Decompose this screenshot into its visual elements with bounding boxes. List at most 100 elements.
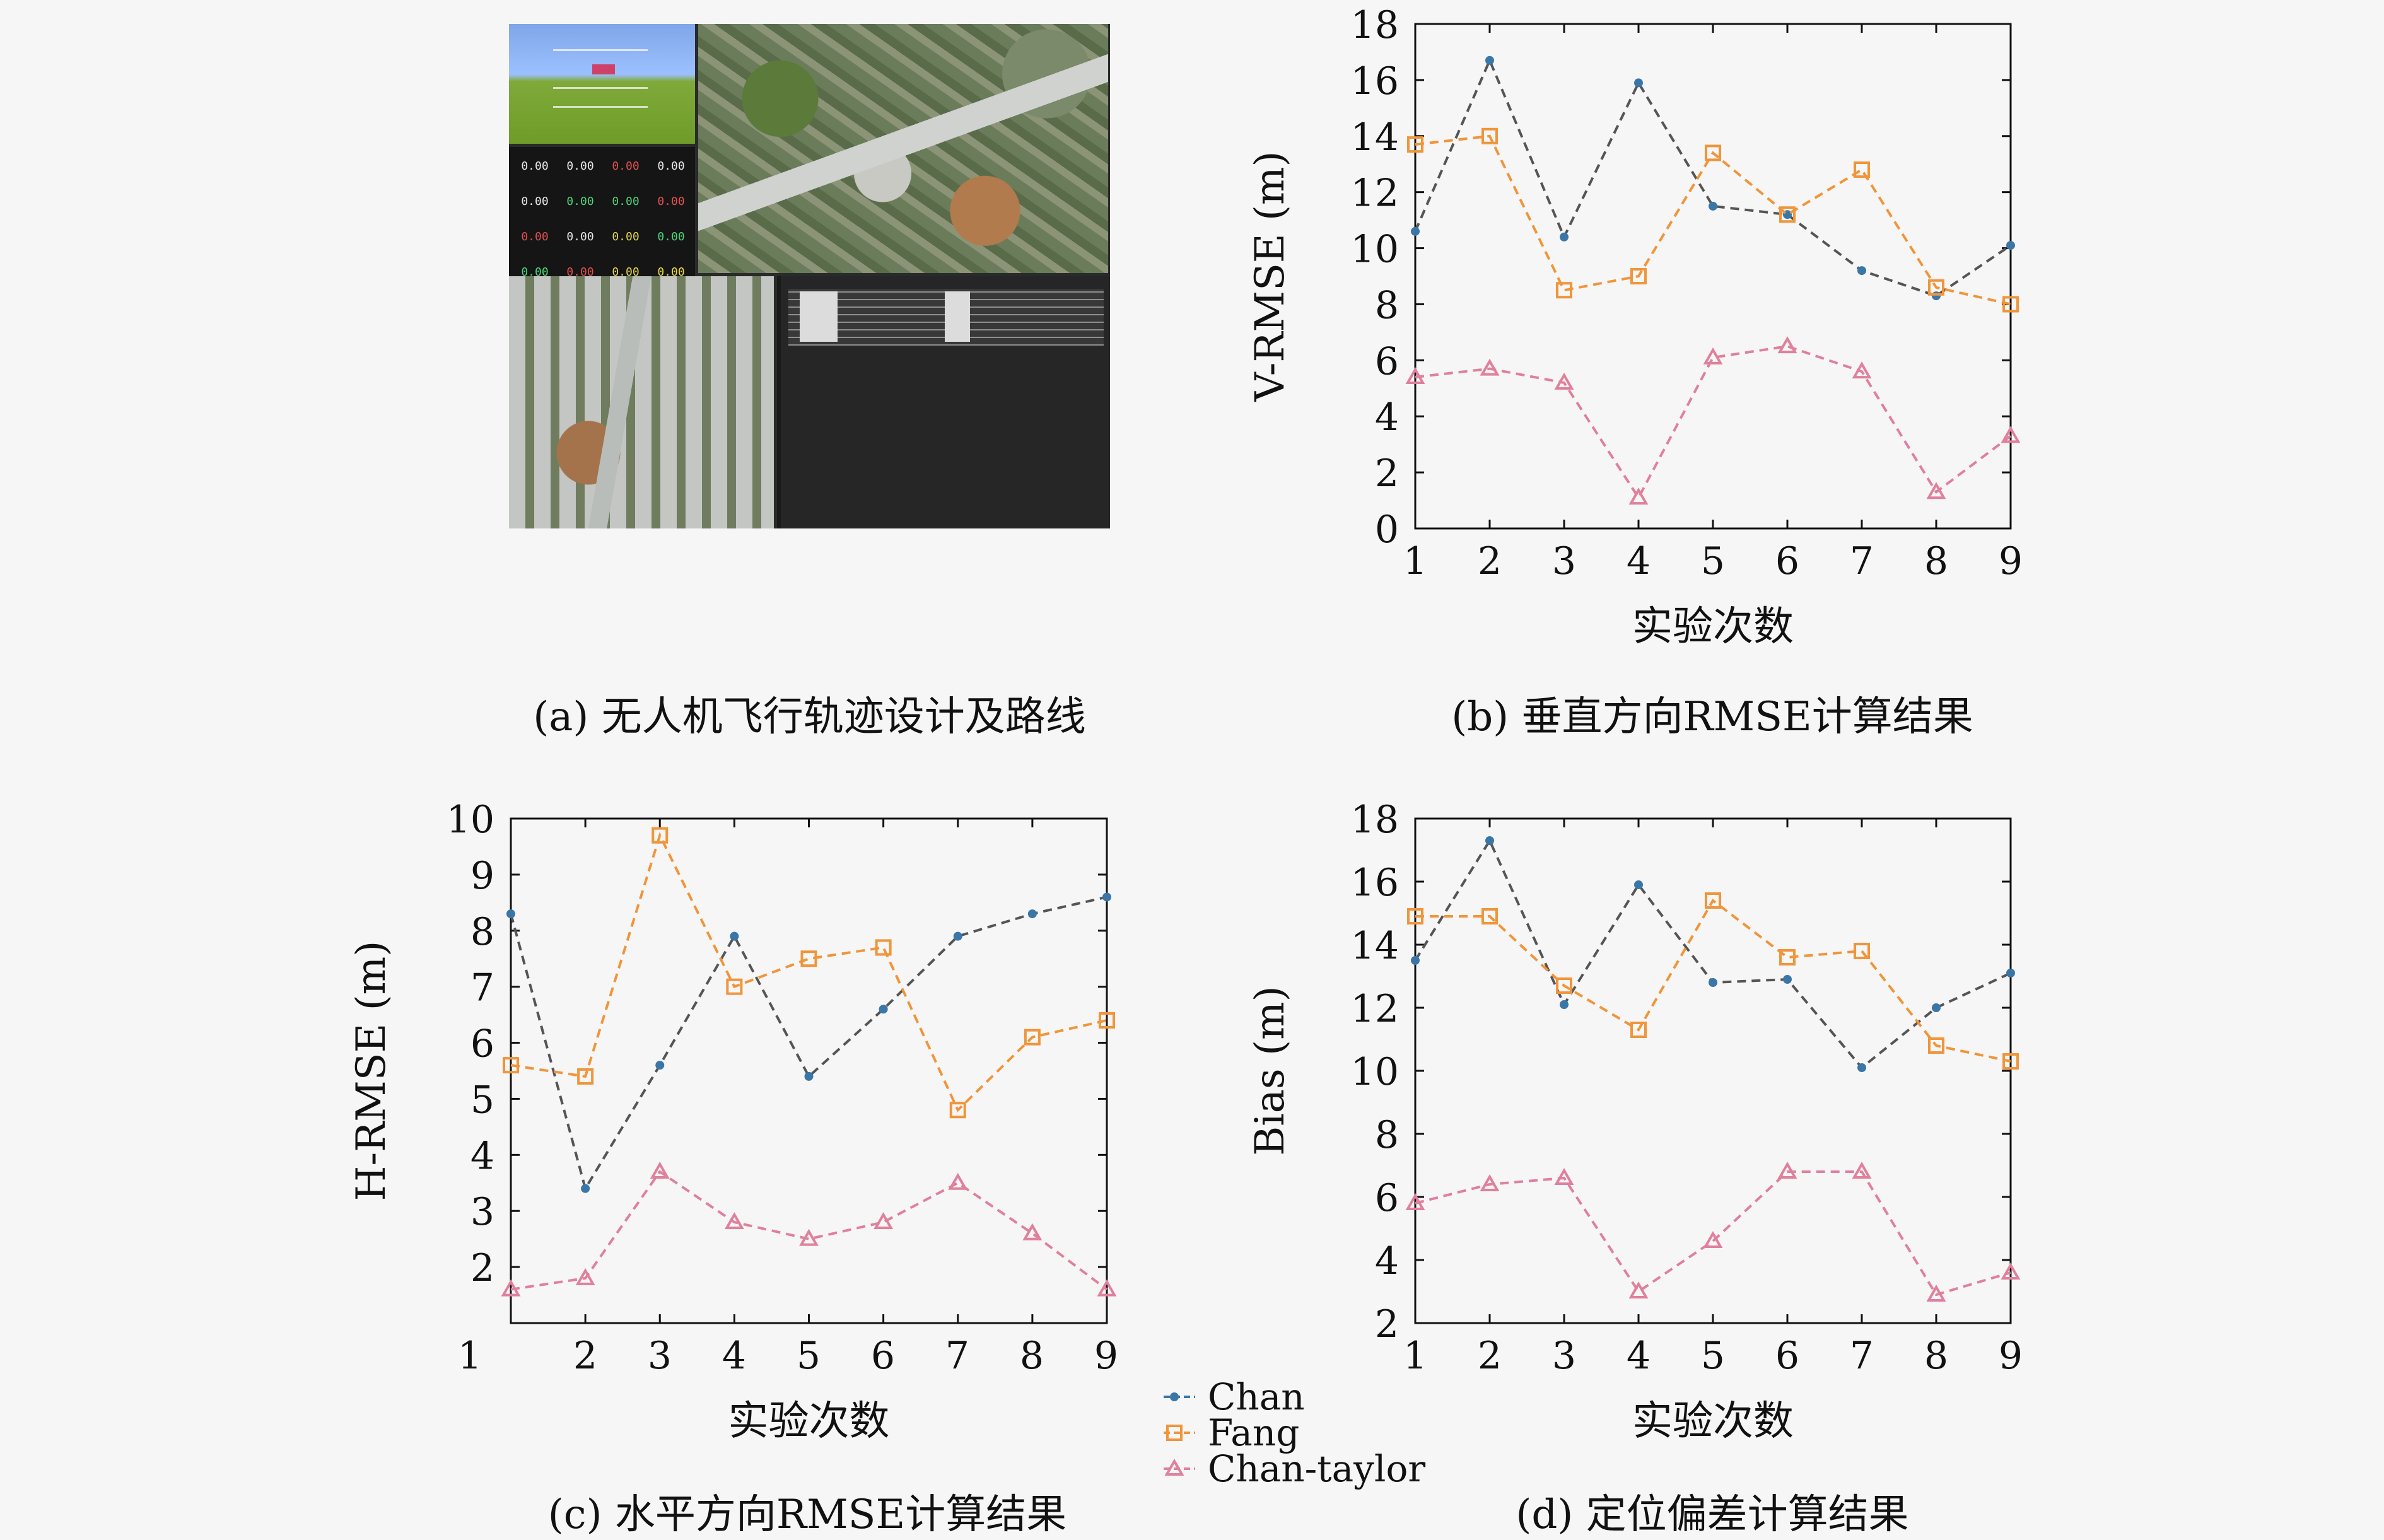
data-point: [1634, 78, 1643, 88]
legend-label: Chan-taylor: [1208, 1447, 1425, 1490]
data-point: [1926, 482, 1946, 499]
y-tick-label: 8: [470, 910, 494, 954]
data-point: [1411, 956, 1420, 965]
gauge-readout: 0.00: [521, 230, 549, 243]
x-tick-label: 5: [1701, 539, 1725, 583]
series-fang: [503, 827, 1115, 1119]
x-tick-label: 9: [1999, 539, 2023, 583]
data-point: [1705, 144, 1721, 161]
gauge-readout: 0.00: [521, 160, 549, 173]
gauge-readout: 0.00: [657, 265, 685, 279]
x-tick-label: 9: [1999, 1334, 2023, 1378]
data-point: [730, 931, 739, 941]
gauge-readout: 0.00: [612, 230, 640, 243]
data-point: [1405, 1193, 1425, 1210]
y-axis-label: H-RMSE (m): [348, 941, 395, 1201]
data-point: [1485, 55, 1494, 65]
data-point: [2006, 969, 2015, 977]
data-point: [1777, 336, 1797, 354]
data-point: [953, 931, 962, 941]
x-tick-label: 7: [1850, 1334, 1874, 1378]
y-tick-label: 10: [1351, 1050, 1399, 1094]
x-tick-label: 1: [1403, 1334, 1427, 1378]
y-tick-label: 6: [1375, 1176, 1399, 1220]
legend-marker: [1166, 1425, 1183, 1441]
attitude-indicator: [509, 24, 695, 144]
series-line: [1415, 134, 2011, 306]
x-tick-label: 2: [1478, 1334, 1502, 1378]
series-fang: [1407, 127, 2019, 313]
data-point: [1027, 909, 1037, 919]
gauge-readout: 0.00: [566, 230, 594, 243]
data-point: [948, 1172, 968, 1190]
y-tick-label: 10: [447, 798, 494, 842]
data-point: [652, 827, 669, 844]
data-point: [2001, 1262, 2021, 1280]
data-point: [1099, 1012, 1115, 1029]
caption-b: (b) 垂直方向RMSE计算结果: [1451, 694, 1973, 740]
y-tick-label: 12: [1351, 987, 1399, 1031]
y-tick-label: 2: [1375, 452, 1399, 496]
data-point: [1852, 1161, 1872, 1179]
y-tick-label: 5: [470, 1078, 494, 1122]
legend-marker: [1164, 1458, 1184, 1476]
data-point: [949, 1102, 966, 1119]
x-tick-label: 4: [1627, 539, 1651, 583]
x-tick-label: 3: [1552, 539, 1576, 583]
caption-a: (a) 无人机飞行轨迹设计及路线: [533, 694, 1086, 740]
data-point: [1630, 268, 1647, 284]
y-tick-label: 18: [1351, 3, 1399, 47]
series-line: [1415, 899, 2011, 1063]
gauge-readout: 0.00: [657, 230, 685, 243]
series-line: [510, 832, 1107, 1112]
y-tick-label: 14: [1351, 115, 1399, 160]
plot-area: [1414, 23, 2012, 530]
data-point: [1560, 232, 1569, 242]
data-point: [874, 1211, 894, 1229]
caption-d: (d) 定位偏差计算结果: [1516, 1491, 1909, 1538]
y-axis-label: Bias (m): [1247, 986, 1294, 1155]
y-tick-label: 16: [1351, 861, 1399, 905]
plot-area: [510, 817, 1108, 1324]
data-point: [1857, 266, 1866, 276]
data-point: [1554, 1167, 1574, 1185]
legend-label: Fang: [1208, 1411, 1299, 1454]
data-point: [581, 1184, 590, 1193]
data-point: [1928, 279, 1944, 296]
y-tick-label: 10: [1351, 228, 1399, 272]
data-point: [575, 1268, 595, 1285]
gauge-readout: 0.00: [566, 265, 594, 279]
x-tick-label: 3: [1552, 1334, 1576, 1378]
data-point: [726, 978, 743, 995]
series-line: [510, 895, 1107, 1192]
data-point: [1779, 949, 1796, 965]
satellite-map-bottom: [509, 276, 774, 528]
data-point: [1022, 1223, 1043, 1240]
y-tick-label: 0: [1375, 508, 1399, 552]
data-point: [879, 1005, 888, 1014]
x-tick-label: 4: [722, 1334, 746, 1378]
series-line: [510, 1170, 1108, 1291]
y-tick-label: 2: [1375, 1302, 1399, 1346]
data-point: [1783, 975, 1792, 984]
x-tick-label: 6: [871, 1334, 895, 1378]
x-tick-label: 2: [573, 1334, 597, 1378]
data-point: [1926, 1284, 1946, 1302]
x-tick-label: 5: [797, 1334, 821, 1378]
data-point: [1485, 836, 1494, 845]
chart-c: 2 3 4 5 6 7 8 9 10 1 2 3 4 5 6 7 8 9 实验次数 H-RMSE (m): [348, 798, 1118, 1445]
series-line: [1415, 1170, 2011, 1297]
x-tick-label: 2: [1478, 539, 1502, 583]
data-point: [1024, 1029, 1041, 1046]
telemetry-gauges: 0.00 0.00 0.00 0.00 0.00 0.00 0.00 0.00 0.00 0.00…: [509, 147, 695, 298]
y-tick-label: 6: [1375, 339, 1399, 383]
gauge-readout: 0.00: [657, 195, 685, 208]
data-point: [1411, 226, 1420, 236]
y-tick-label: 8: [1375, 1113, 1399, 1157]
x-tick-label: 8: [1020, 1334, 1044, 1378]
legend-label: Chan: [1208, 1375, 1305, 1418]
data-point: [1556, 282, 1572, 299]
x-tick-label: 8: [1924, 539, 1948, 583]
